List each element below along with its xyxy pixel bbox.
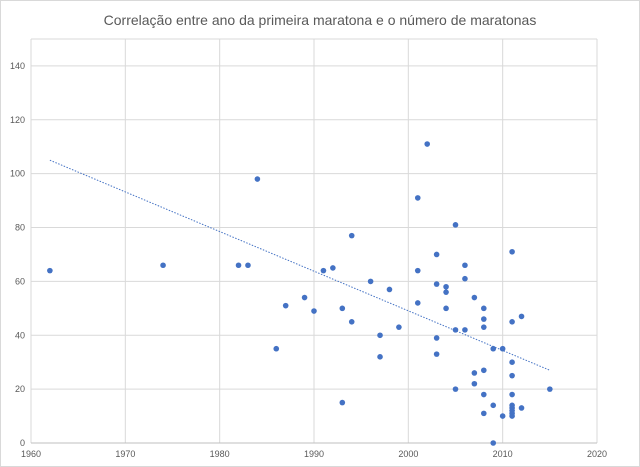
- data-point: [320, 267, 327, 274]
- data-point: [396, 324, 402, 330]
- data-point: [462, 327, 468, 333]
- x-tick-label: 1960: [21, 449, 41, 459]
- data-point: [462, 262, 468, 269]
- data-point: [235, 262, 242, 269]
- data-point: [452, 327, 459, 333]
- y-tick-label: 80: [15, 223, 25, 233]
- data-points: [47, 141, 553, 446]
- data-point: [481, 367, 487, 374]
- data-point: [452, 222, 459, 228]
- x-tick-labels: 1960 1970 1980 1990 2000 2010 2020: [21, 449, 607, 459]
- data-point: [433, 281, 440, 287]
- data-point: [433, 335, 440, 341]
- trendline-layer: [49, 159, 551, 371]
- y-tick-label: 40: [15, 330, 25, 340]
- data-point: [443, 283, 449, 290]
- data-point: [273, 345, 280, 352]
- data-point: [377, 354, 383, 360]
- gridlines: [30, 38, 598, 444]
- data-point: [414, 195, 421, 201]
- data-point: [245, 262, 251, 269]
- data-point: [509, 248, 515, 255]
- data-point: [509, 372, 515, 379]
- data-point: [348, 319, 355, 325]
- data-point: [518, 313, 525, 320]
- data-point: [481, 316, 487, 322]
- data-point: [282, 302, 289, 309]
- data-point: [490, 440, 497, 446]
- data-point: [301, 294, 308, 301]
- y-tick-label: 120: [10, 115, 25, 125]
- x-tick-label: 2020: [587, 449, 607, 459]
- data-point: [471, 294, 478, 301]
- data-point: [443, 305, 449, 312]
- data-point: [509, 391, 515, 398]
- y-tick-label: 100: [10, 169, 25, 179]
- data-point: [499, 413, 506, 419]
- data-point: [433, 351, 440, 357]
- data-point: [367, 278, 374, 285]
- y-tick-label: 20: [15, 384, 25, 394]
- data-point: [481, 391, 487, 398]
- data-point: [311, 308, 317, 314]
- data-point: [509, 359, 515, 366]
- x-tick-label: 2000: [398, 449, 418, 459]
- data-point: [481, 305, 487, 312]
- data-point: [509, 319, 515, 325]
- data-point: [386, 286, 393, 293]
- y-tick-label: 0: [20, 438, 25, 448]
- data-point: [452, 386, 459, 392]
- data-point: [339, 399, 346, 406]
- data-point: [490, 345, 497, 352]
- data-point: [47, 267, 53, 274]
- data-point: [471, 370, 478, 376]
- data-point: [433, 251, 440, 258]
- x-tick-label: 1970: [115, 449, 135, 459]
- data-point: [414, 300, 421, 306]
- data-point: [547, 386, 553, 392]
- data-point: [481, 324, 487, 330]
- data-point: [481, 410, 487, 417]
- data-point: [490, 402, 497, 409]
- data-point: [377, 332, 383, 339]
- y-tick-label: 140: [10, 61, 25, 71]
- data-point: [254, 176, 261, 182]
- linear-trendline: [49, 159, 551, 371]
- x-tick-label: 1980: [210, 449, 230, 459]
- data-point: [509, 413, 515, 419]
- data-point: [414, 267, 421, 274]
- data-point: [499, 345, 506, 352]
- chart-title: Correlação entre ano da primeira maraton…: [104, 12, 537, 28]
- y-tick-label: 60: [15, 276, 25, 286]
- data-point: [330, 265, 336, 271]
- data-point: [443, 289, 449, 295]
- x-tick-label: 2010: [493, 449, 513, 459]
- data-point: [471, 380, 478, 387]
- x-tick-label: 1990: [304, 449, 324, 459]
- data-point: [424, 141, 431, 147]
- data-point: [348, 232, 355, 239]
- y-tick-labels: 0 20 40 60 80 100 120 140: [10, 61, 25, 448]
- data-point: [339, 305, 346, 312]
- data-point: [462, 275, 468, 282]
- data-point: [160, 262, 166, 269]
- data-point: [518, 405, 525, 411]
